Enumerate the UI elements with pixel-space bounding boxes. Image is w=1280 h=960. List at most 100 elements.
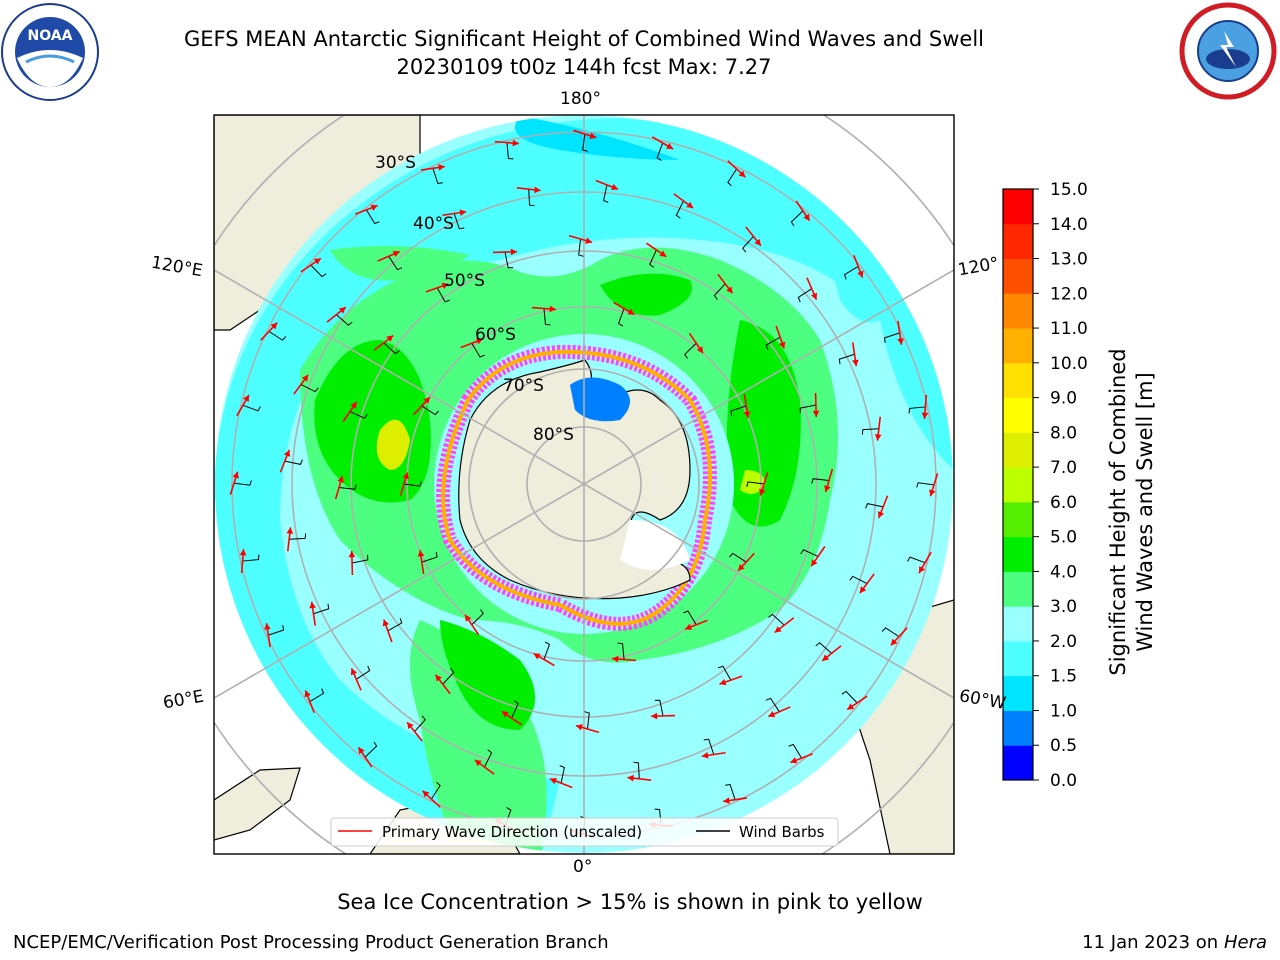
wind-barb (838, 353, 855, 365)
wind-barb (861, 428, 879, 435)
wave-arrowhead (441, 282, 449, 290)
wave-arrowhead (549, 777, 557, 785)
wave-arrowhead (465, 614, 472, 622)
colorbar-tick-label: 13.0 (1050, 250, 1088, 270)
wind-barb (788, 743, 802, 759)
wave-arrowhead (286, 527, 294, 534)
wind-barb (916, 482, 935, 488)
wind-barb (310, 264, 327, 278)
wave-arrowhead (919, 566, 925, 574)
wind-barb (765, 336, 781, 350)
wind-barb (366, 209, 380, 225)
wave-arrowhead (313, 258, 321, 265)
wind-barb (684, 342, 697, 359)
wave-arrowhead (768, 710, 776, 718)
colorbar-tick-label: 0.0 (1050, 771, 1077, 791)
chart-title: GEFS MEAN Antarctic Significant Height o… (183, 27, 985, 51)
colorbar-tick-label: 11.0 (1050, 319, 1088, 339)
wind-barb (617, 642, 625, 660)
wind-barb (284, 459, 303, 465)
wind-barb (268, 625, 285, 636)
wind-barb (683, 610, 697, 625)
wave-arrowhead (774, 626, 782, 633)
wind-barb (718, 665, 732, 681)
wave-arrowhead (627, 774, 634, 782)
colorbar-tick-label: 9.0 (1050, 389, 1077, 409)
wind-barb (654, 699, 664, 717)
wave-arrowhead (859, 586, 867, 594)
wind-barb (729, 552, 747, 563)
wave-arrowhead (701, 752, 709, 759)
wave-arrowhead (612, 655, 619, 663)
wind-barb (559, 765, 565, 784)
wave-arrowhead (890, 638, 898, 646)
wind-barb (815, 642, 832, 654)
colorbar-segment (1003, 571, 1033, 607)
svg-text:NOAA: NOAA (28, 28, 73, 44)
wave-arrowhead (723, 797, 730, 804)
wave-arrowhead (337, 475, 344, 483)
wave-arrowhead (651, 712, 658, 720)
wind-barb (442, 668, 455, 685)
legend-wind-label: Wind Barbs (739, 823, 825, 841)
colorbar-segment (1003, 675, 1033, 711)
colorbar-tick-label: 2.0 (1050, 632, 1077, 652)
legend-wave-label: Primary Wave Direction (unscaled) (382, 823, 642, 841)
wind-barb (675, 200, 684, 219)
wind-barb (403, 481, 422, 487)
wave-arrowhead (407, 722, 414, 730)
colorbar-tick-label: 8.0 (1050, 423, 1077, 443)
wave-arrowhead (738, 170, 746, 178)
wind-barb (725, 783, 736, 800)
map-frame (213, 114, 955, 855)
wave-arrowhead (270, 322, 278, 330)
wind-barb (349, 411, 368, 419)
wave-arrowhead (686, 201, 694, 209)
wave-arrowhead (852, 359, 859, 367)
colorbar-segment (1003, 536, 1033, 572)
wind-barb (471, 609, 484, 626)
wave-arrowhead (338, 307, 346, 314)
wave-arrowhead (857, 270, 864, 278)
wind-barb (338, 484, 357, 490)
wind-barb (414, 715, 426, 732)
wave-arrowhead (627, 308, 635, 315)
wave-arrowhead (822, 654, 830, 661)
wave-arrowhead (759, 488, 766, 496)
colorbar-tick-label: 6.0 (1050, 493, 1077, 513)
wave-arrowhead (685, 623, 692, 630)
lat-label-60s: 60°S (475, 325, 516, 345)
wave-arrowhead (301, 374, 309, 382)
wind-barb (364, 741, 378, 758)
wave-arrowhead (264, 623, 271, 630)
wave-arrowhead (350, 401, 357, 409)
wind-barb (881, 627, 900, 638)
wind-barb (849, 575, 868, 584)
wave-arrowhead (402, 472, 409, 480)
wind-barb (768, 613, 785, 626)
wave-arrowhead (232, 471, 239, 479)
colorbar-segment (1003, 640, 1033, 677)
wave-arrowhead (575, 724, 583, 731)
wind-barb (584, 711, 590, 730)
wind-barb (309, 688, 325, 702)
colorbar-segment (1003, 432, 1033, 468)
wave-arrowhead (309, 601, 316, 609)
wind-barb (603, 184, 609, 203)
colorbar-tick-label: 1.5 (1050, 667, 1077, 687)
wind-barb (843, 266, 859, 280)
wind-barb (811, 478, 830, 484)
wind-barb (432, 168, 443, 185)
wave-arrowhead (435, 674, 442, 682)
wave-arrowhead (350, 668, 358, 676)
sea-ice-caption: Sea Ice Concentration > 15% is shown in … (337, 890, 923, 914)
colorbar-segment (1003, 223, 1033, 260)
wave-arrowhead (422, 790, 430, 798)
wind-barb (471, 343, 485, 358)
colorbar-segment (1003, 501, 1033, 538)
wave-arrowhead (824, 485, 831, 493)
colorbar-tick-label: 3.0 (1050, 597, 1077, 617)
colorbar-tick-label: 7.0 (1050, 458, 1077, 478)
wave-arrowhead (589, 132, 597, 139)
colorbar-tick-label: 5.0 (1050, 528, 1077, 548)
